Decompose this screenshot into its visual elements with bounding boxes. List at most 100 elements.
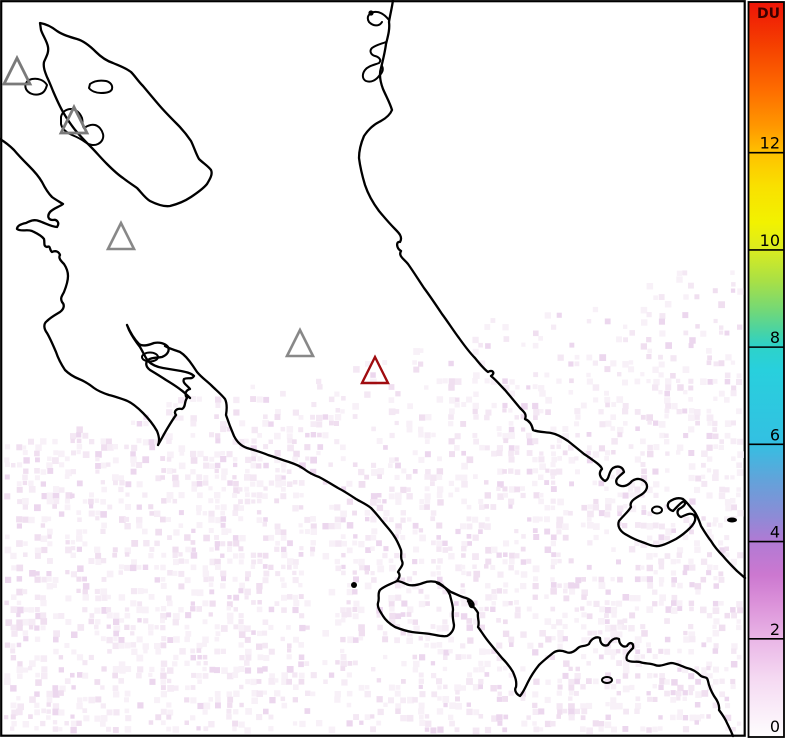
so2-pixel (352, 589, 358, 595)
so2-pixel (706, 444, 713, 451)
so2-pixel (592, 451, 600, 458)
so2-pixel (184, 697, 190, 703)
so2-pixel (473, 667, 479, 673)
so2-pixel (532, 457, 538, 463)
so2-pixel (575, 433, 580, 438)
so2-pixel (418, 361, 424, 367)
so2-pixel (382, 552, 388, 559)
colorbar-tick-label: 0 (770, 717, 780, 736)
so2-pixel (275, 468, 280, 473)
so2-pixel (736, 619, 741, 624)
so2-pixel (568, 558, 574, 564)
so2-pixel (46, 709, 51, 714)
so2-pixel (215, 696, 221, 703)
so2-pixel (592, 630, 598, 636)
so2-pixel (472, 402, 479, 410)
so2-pixel (82, 529, 88, 534)
so2-pixel (275, 540, 280, 546)
so2-pixel (551, 451, 556, 457)
so2-pixel (707, 379, 714, 385)
so2-pixel (737, 510, 744, 517)
so2-pixel (634, 708, 640, 714)
so2-pixel (653, 420, 659, 426)
so2-pixel (622, 625, 628, 630)
so2-pixel (340, 510, 347, 518)
so2-pixel (268, 606, 275, 613)
so2-pixel (46, 715, 51, 720)
so2-pixel (700, 558, 708, 565)
so2-pixel (220, 522, 226, 528)
so2-pixel (376, 504, 384, 512)
so2-pixel (478, 666, 485, 673)
so2-pixel (280, 493, 287, 500)
so2-pixel (532, 342, 539, 349)
so2-pixel (707, 673, 713, 679)
so2-pixel (412, 559, 418, 565)
so2-pixel (365, 547, 371, 553)
so2-pixel (322, 480, 328, 485)
so2-pixel (370, 714, 375, 719)
so2-pixel (244, 660, 250, 666)
so2-pixel (653, 540, 660, 547)
so2-pixel (592, 360, 598, 366)
so2-pixel (173, 685, 179, 691)
so2-pixel (551, 480, 556, 485)
so2-pixel (484, 660, 491, 668)
so2-pixel (701, 516, 706, 521)
so2-pixel (479, 444, 485, 451)
so2-pixel (274, 456, 281, 464)
so2-pixel (575, 414, 581, 420)
so2-pixel (448, 480, 454, 486)
so2-pixel (322, 660, 328, 666)
so2-pixel (136, 522, 143, 529)
so2-pixel (689, 564, 696, 571)
so2-pixel (688, 397, 693, 402)
so2-pixel (568, 445, 574, 451)
so2-pixel (88, 498, 94, 505)
so2-pixel (659, 594, 666, 602)
so2-pixel (191, 528, 196, 533)
so2-pixel (76, 702, 83, 710)
so2-pixel (160, 577, 166, 582)
so2-pixel (88, 510, 95, 517)
so2-pixel (89, 439, 95, 445)
so2-pixel (550, 655, 555, 660)
so2-pixel (328, 672, 335, 678)
so2-pixel (676, 270, 682, 276)
so2-pixel (124, 624, 130, 630)
so2-pixel (130, 468, 137, 475)
so2-pixel (227, 618, 234, 625)
so2-pixel (40, 600, 47, 607)
so2-pixel (76, 529, 83, 536)
so2-pixel (383, 510, 390, 517)
so2-pixel (616, 679, 621, 684)
so2-pixel (491, 601, 496, 606)
so2-pixel (233, 396, 240, 404)
so2-pixel (652, 601, 658, 607)
so2-pixel (137, 601, 143, 607)
so2-pixel (449, 397, 456, 404)
so2-pixel (683, 294, 689, 300)
so2-pixel (551, 552, 557, 558)
so2-pixel (70, 469, 76, 475)
so2-pixel (652, 589, 658, 595)
so2-pixel (502, 433, 509, 440)
so2-pixel (713, 396, 718, 401)
so2-pixel (586, 661, 591, 666)
so2-pixel (442, 547, 449, 553)
so2-pixel (208, 528, 214, 533)
so2-pixel (71, 450, 76, 456)
so2-pixel (640, 624, 646, 630)
so2-pixel (233, 594, 240, 601)
so2-pixel (358, 636, 364, 641)
so2-pixel (520, 631, 527, 638)
so2-pixel (10, 714, 16, 720)
so2-pixel (677, 606, 683, 611)
so2-pixel (509, 379, 515, 385)
so2-pixel (425, 414, 432, 421)
so2-pixel (526, 385, 531, 390)
so2-pixel (47, 558, 53, 564)
so2-pixel (701, 480, 708, 487)
so2-pixel (77, 565, 84, 572)
